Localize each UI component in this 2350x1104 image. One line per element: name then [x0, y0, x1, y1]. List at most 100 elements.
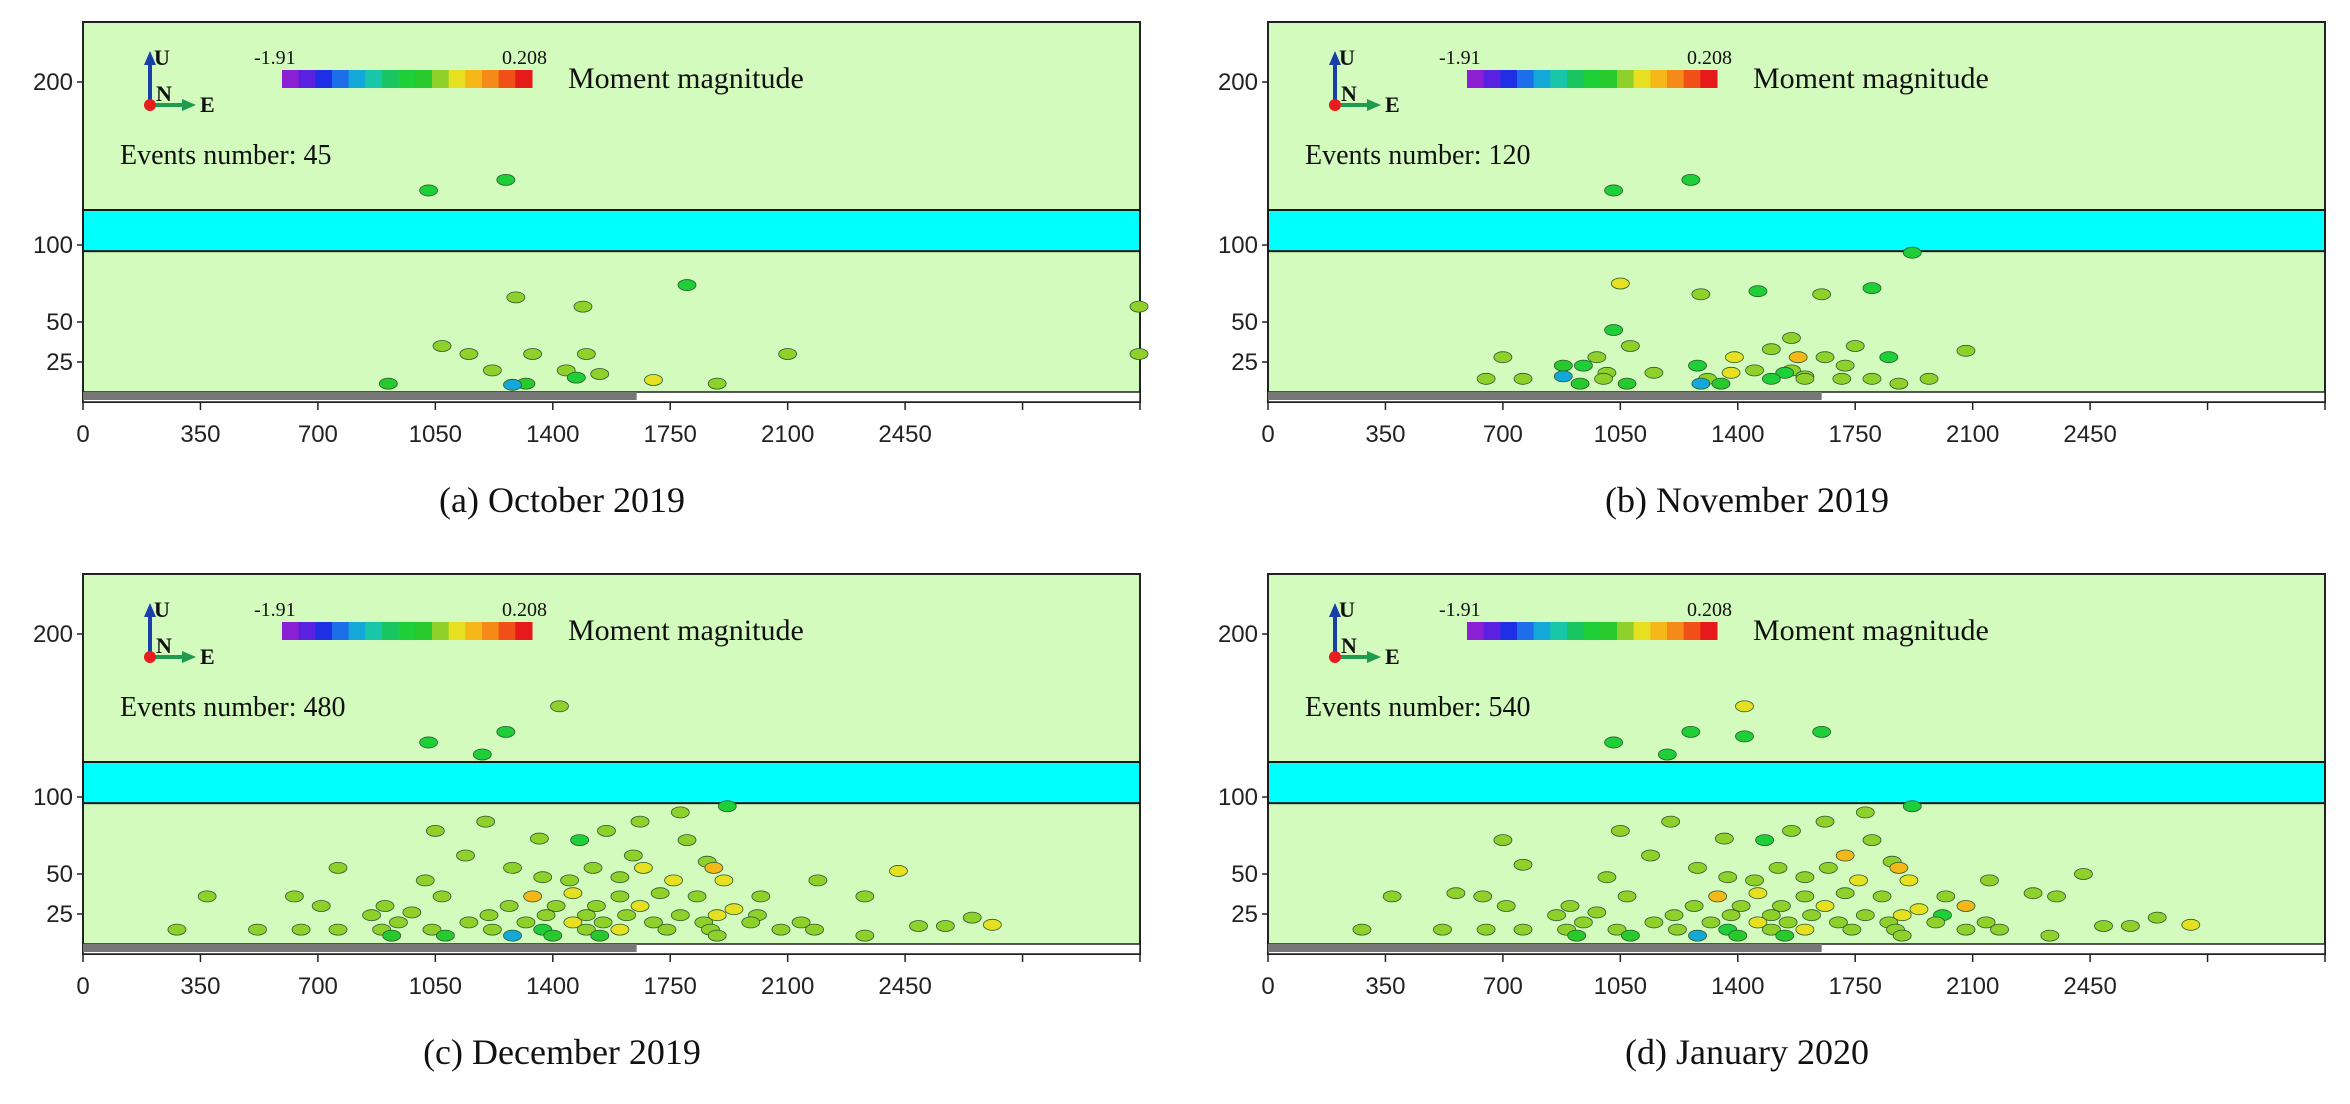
event-point [573, 300, 593, 313]
colorbar-segment [1517, 70, 1535, 88]
event-point [1473, 890, 1493, 903]
colorbar-segment [498, 70, 516, 88]
event-point [499, 900, 519, 912]
event-point [284, 890, 304, 903]
event-point [1664, 909, 1684, 922]
y-tick-label: 50 [1231, 309, 1258, 336]
axis-east-label: E [1385, 644, 1400, 669]
event-point [1990, 923, 2009, 936]
axis-east-label: E [200, 92, 215, 117]
event-point [1782, 824, 1801, 837]
event-point [543, 929, 563, 942]
y-tick-label: 200 [33, 621, 73, 648]
axis-up-label: U [1339, 597, 1355, 622]
x-tick-label: 2100 [761, 421, 814, 448]
event-point [593, 916, 613, 929]
axis-north-label: N [1341, 633, 1357, 658]
event-point [570, 834, 590, 847]
event-point [382, 929, 402, 942]
colorbar-segment [1700, 622, 1718, 640]
event-point [935, 920, 955, 932]
event-point [751, 890, 771, 903]
event-point [1547, 909, 1566, 922]
event-point [533, 871, 553, 884]
event-point [1496, 900, 1516, 912]
colorbar-segment [398, 70, 416, 88]
event-point [476, 815, 496, 828]
event-point [587, 900, 606, 912]
event-point [741, 916, 761, 929]
x-tick-label: 1400 [526, 421, 579, 448]
event-point [576, 348, 596, 360]
event-point [1862, 372, 1882, 385]
event-point [1553, 370, 1573, 383]
x-tick-label: 1750 [644, 973, 697, 1000]
event-point [1587, 906, 1607, 919]
colorbar-max-label: 0.208 [1687, 599, 1732, 621]
y-tick-label: 200 [1218, 621, 1258, 648]
axis-east-label: E [1385, 92, 1400, 117]
x-tick-label: 1750 [1829, 421, 1882, 448]
event-point [1761, 343, 1781, 356]
event-point [1768, 861, 1788, 874]
event-point [2147, 911, 2167, 924]
event-point [435, 929, 455, 942]
event-point [1721, 366, 1741, 379]
y-tick-label: 200 [1218, 69, 1258, 96]
colorbar-segment [315, 70, 333, 88]
event-point [1748, 916, 1768, 929]
event-point [610, 923, 630, 936]
colorbar-segment [332, 622, 350, 640]
event-point [1644, 366, 1664, 379]
event-point [1688, 359, 1707, 372]
event-point [1835, 887, 1855, 900]
event-point [1818, 861, 1838, 874]
event-point [2023, 887, 2043, 900]
event-point [1829, 916, 1848, 929]
event-point [670, 806, 690, 819]
colorbar-segment [1617, 70, 1635, 88]
event-point [1708, 890, 1728, 903]
event-point [1725, 351, 1744, 364]
colorbar-segment [1500, 622, 1518, 640]
event-point [1795, 890, 1815, 903]
x-tick-label: 350 [1365, 421, 1405, 448]
event-point [590, 368, 610, 380]
event-point [707, 909, 727, 922]
panel-december-2019: 25 50 100 200 0 350 700 1050 1400 1750 2100 2450 U N E… [0, 552, 1165, 1104]
event-point [1604, 324, 1624, 336]
panel-october-2019: 25 50 100 200 0 350 700 1050 1400 1750 2100 2450 U N E… [0, 0, 1165, 552]
event-point [707, 929, 727, 942]
colorbar-segment [1700, 70, 1718, 88]
cyan-layer-band [1267, 209, 2326, 253]
event-point [503, 861, 522, 874]
colorbar-segment [515, 70, 533, 88]
x-tick-label: 1750 [1829, 973, 1882, 1000]
event-point [962, 911, 982, 924]
x-tick-label: 1750 [644, 421, 697, 448]
colorbar-segment [382, 70, 400, 88]
event-point [1936, 890, 1956, 903]
event-point [1661, 815, 1681, 828]
event-point [1681, 173, 1701, 186]
event-point [402, 906, 422, 919]
event-point [1835, 359, 1855, 372]
x-tick-label: 2450 [2063, 421, 2116, 448]
x-tick-label: 0 [76, 973, 89, 1000]
colorbar-min-label: -1.91 [1439, 47, 1481, 69]
event-point [597, 824, 616, 837]
event-point [459, 916, 479, 929]
event-point [1835, 849, 1855, 862]
event-point [1815, 900, 1835, 912]
event-point [1574, 359, 1593, 372]
event-point [1772, 900, 1791, 912]
event-point [1855, 909, 1875, 922]
event-point [1620, 340, 1640, 352]
event-point [311, 900, 331, 912]
x-tick-label: 2100 [1946, 421, 1999, 448]
colorbar-min-label: -1.91 [254, 47, 296, 69]
event-point [1788, 351, 1808, 364]
colorbar-segment [1683, 70, 1701, 88]
legend-title: Moment magnitude [1753, 62, 1989, 95]
event-point [1129, 348, 1149, 360]
